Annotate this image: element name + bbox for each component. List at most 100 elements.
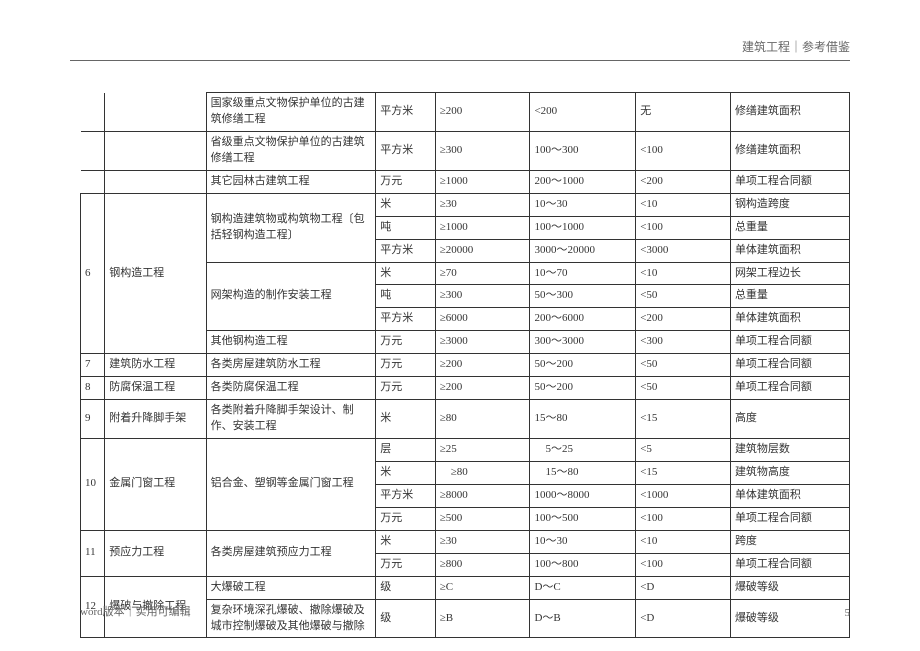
table-cell: 吨 [376,285,435,308]
table-cell: 单项工程合同额 [730,553,849,576]
table-cell: 50～300 [530,285,636,308]
table-cell: 米 [376,530,435,553]
table-cell: <100 [636,131,731,170]
table-cell: 米 [376,461,435,484]
table-cell: <100 [636,216,731,239]
table-cell: 防腐保温工程 [105,377,206,400]
table-cell: 米 [376,193,435,216]
table-cell: 100～500 [530,507,636,530]
table-cell: 100～300 [530,131,636,170]
table-cell: 单体建筑面积 [730,308,849,331]
table-cell: 万元 [376,331,435,354]
table-cell: 平方米 [376,484,435,507]
table-cell: ≥300 [435,285,530,308]
table-cell: 钢构造跨度 [730,193,849,216]
table-cell: 100～800 [530,553,636,576]
table-cell: <100 [636,507,731,530]
table-cell: ≥6000 [435,308,530,331]
table-cell: ≥30 [435,193,530,216]
table-cell [81,131,105,170]
table-cell: D～B [530,599,636,638]
table-cell: ≥8000 [435,484,530,507]
table-cell: 级 [376,576,435,599]
table-cell: 50～200 [530,377,636,400]
table-cell: ≥200 [435,377,530,400]
table-cell: 100～1000 [530,216,636,239]
table-cell [105,170,206,193]
table-cell: 无 [636,93,731,132]
table-cell: 单项工程合同额 [730,170,849,193]
table-cell: 各类防腐保温工程 [206,377,376,400]
table-cell: 单项工程合同额 [730,331,849,354]
table-cell: 单体建筑面积 [730,239,849,262]
table-cell: <300 [636,331,731,354]
table-cell: 11 [81,530,105,576]
table-cell: ≥1000 [435,170,530,193]
page-number: 5 [845,607,851,619]
table-cell: 单体建筑面积 [730,484,849,507]
table-cell: ≥C [435,576,530,599]
table-cell [81,93,105,132]
table-cell: 网架构造的制作安装工程 [206,262,376,331]
table-cell: <200 [636,308,731,331]
table-cell: 10 [81,439,105,531]
table-cell: 其它园林古建筑工程 [206,170,376,193]
table-row: 国家级重点文物保护单位的古建筑修缮工程平方米≥200<200无修缮建筑面积 [81,93,850,132]
table-cell: 15～80 [530,461,636,484]
table-cell: <200 [636,170,731,193]
table-cell: ≥B [435,599,530,638]
table-cell: 万元 [376,377,435,400]
table-row: 8防腐保温工程各类防腐保温工程万元≥20050～200<50单项工程合同额 [81,377,850,400]
table-cell: 层 [376,439,435,462]
table-cell: <100 [636,553,731,576]
table-cell: 米 [376,400,435,439]
table-cell: ≥1000 [435,216,530,239]
table-cell: 米 [376,262,435,285]
table-row: 7建筑防水工程各类房屋建筑防水工程万元≥20050～200<50单项工程合同额 [81,354,850,377]
table-row: 省级重点文物保护单位的古建筑修缮工程平方米≥300100～300<100修缮建筑… [81,131,850,170]
table-cell [105,93,206,132]
table-cell: 8 [81,377,105,400]
table-cell: <10 [636,193,731,216]
table-cell: 3000～20000 [530,239,636,262]
table-cell: 万元 [376,354,435,377]
table-cell: 平方米 [376,308,435,331]
table-row: 6钢构造工程钢构造建筑物或构筑物工程〔包括轻钢构造工程〕米≥3010～30<10… [81,193,850,216]
table-cell: ≥300 [435,131,530,170]
table-row: 其它园林古建筑工程万元≥1000200～1000<200单项工程合同额 [81,170,850,193]
table-row: 12爆破与撤除工程大爆破工程级≥CD～C<D爆破等级 [81,576,850,599]
table-cell: 高度 [730,400,849,439]
table-cell: <10 [636,262,731,285]
table-cell: ≥800 [435,553,530,576]
table-cell: <200 [530,93,636,132]
table-cell: 平方米 [376,131,435,170]
table-cell: 万元 [376,507,435,530]
table-cell: ≥20000 [435,239,530,262]
table-cell: ≥80 [435,461,530,484]
table-cell [81,170,105,193]
table-cell: 爆破等级 [730,599,849,638]
table-cell: 各类房屋建筑防水工程 [206,354,376,377]
table-cell: 大爆破工程 [206,576,376,599]
table-cell: 200～1000 [530,170,636,193]
table-cell: 建筑防水工程 [105,354,206,377]
table-cell: <15 [636,400,731,439]
table-cell: ≥70 [435,262,530,285]
table-cell: 单项工程合同额 [730,507,849,530]
table-cell: <50 [636,285,731,308]
table-cell: 网架工程边长 [730,262,849,285]
table-cell: <1000 [636,484,731,507]
table-cell: ≥500 [435,507,530,530]
table-cell: 单项工程合同额 [730,377,849,400]
table-cell: 金属门窗工程 [105,439,206,531]
main-table: 国家级重点文物保护单位的古建筑修缮工程平方米≥200<200无修缮建筑面积省级重… [80,92,850,638]
table-cell: <D [636,576,731,599]
table-cell: 10～70 [530,262,636,285]
table-cell: 总重量 [730,285,849,308]
table-cell: 各类房屋建筑预应力工程 [206,530,376,576]
page-footer-left: word版本｜实用可编辑 [80,603,191,619]
table-cell: 各类附着升降脚手架设计、制作、安装工程 [206,400,376,439]
table-cell: 爆破等级 [730,576,849,599]
table-cell: 总重量 [730,216,849,239]
table-cell: 其他钢构造工程 [206,331,376,354]
